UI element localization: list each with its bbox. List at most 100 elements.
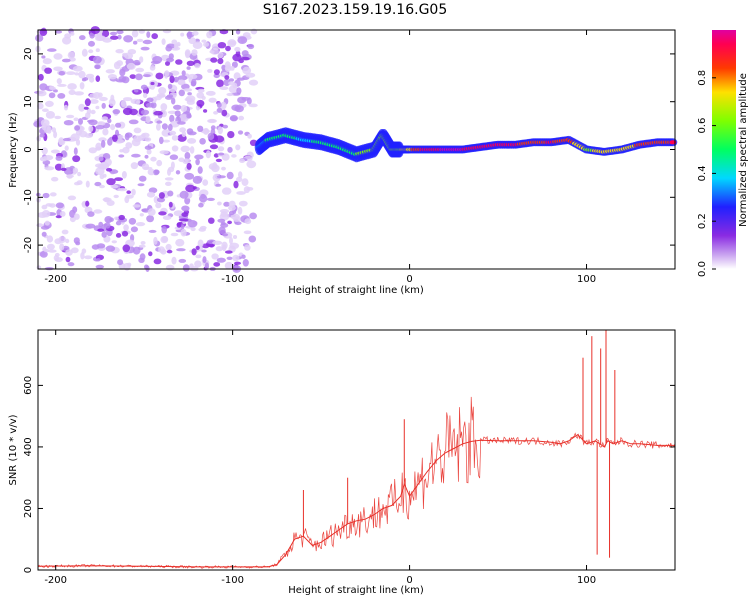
noise-blob — [173, 210, 184, 217]
noise-blob — [161, 38, 166, 45]
noise-blob — [171, 39, 178, 45]
noise-blob — [215, 158, 222, 163]
noise-blob — [84, 133, 93, 139]
noise-blob — [241, 254, 246, 259]
noise-blob — [133, 127, 142, 134]
snr-frame — [37, 329, 676, 571]
noise-blob — [128, 217, 137, 225]
noise-blob — [242, 66, 252, 75]
noise-blob — [47, 48, 57, 52]
noise-blob — [247, 43, 255, 50]
noise-blob — [36, 223, 44, 228]
noise-blob — [115, 122, 122, 128]
noise-blob — [216, 257, 226, 263]
noise-blob — [144, 154, 149, 159]
noise-blob — [205, 150, 211, 159]
noise-blob — [95, 163, 105, 168]
noise-blob — [191, 248, 197, 256]
spectrogram-y-tick-label: 0 — [23, 146, 34, 152]
noise-blob — [79, 35, 86, 41]
noise-blob — [85, 73, 95, 79]
noise-blob — [135, 67, 145, 73]
noise-blob — [135, 73, 143, 81]
noise-blob — [65, 238, 70, 244]
noise-blob — [158, 211, 167, 216]
noise-blob — [146, 31, 151, 38]
noise-blob — [108, 98, 116, 107]
noise-blob — [237, 130, 244, 135]
noise-blob — [73, 147, 78, 155]
noise-blob — [67, 262, 75, 267]
noise-blob — [131, 138, 141, 147]
noise-blob — [110, 94, 115, 102]
noise-blob — [166, 57, 175, 63]
noise-blob — [185, 184, 196, 193]
noise-blob — [167, 123, 173, 132]
noise-blob — [127, 262, 132, 267]
noise-blob — [59, 211, 66, 217]
noise-blob — [178, 258, 187, 263]
noise-blob — [194, 154, 204, 160]
snr-y-ticks: 0 200 400 600 — [23, 376, 675, 573]
noise-blob — [101, 102, 106, 109]
noise-blob — [134, 89, 139, 93]
noise-blob — [182, 158, 191, 165]
noise-blob — [78, 70, 86, 79]
noise-blob — [236, 191, 246, 195]
noise-blob — [222, 124, 228, 129]
noise-blob — [146, 215, 155, 223]
spectrogram-x-tick-label: 0 — [406, 274, 412, 285]
noise-blob — [195, 254, 202, 259]
noise-blob — [42, 108, 49, 112]
noise-blob — [171, 97, 176, 105]
colorbar-tick-label: 0.6 — [697, 118, 708, 134]
noise-blob — [140, 109, 150, 116]
noise-blob — [197, 88, 205, 93]
noise-blob — [43, 125, 51, 134]
colorbar-tick-label: 0.4 — [697, 165, 708, 181]
noise-blob — [164, 70, 170, 77]
noise-blob — [197, 125, 204, 132]
noise-blob — [187, 73, 198, 80]
noise-blob — [231, 154, 237, 158]
noise-blob — [139, 253, 146, 261]
noise-blob — [110, 35, 119, 40]
noise-blob — [213, 262, 221, 267]
noise-blob — [95, 125, 105, 130]
noise-blob — [122, 146, 130, 154]
noise-blob — [175, 170, 181, 175]
noise-blob — [97, 228, 105, 232]
noise-blob — [181, 70, 186, 76]
noise-blob — [99, 174, 105, 180]
spectrogram-y-tick-label: 10 — [23, 95, 34, 108]
noise-blob — [226, 92, 234, 97]
noise-blob — [162, 139, 170, 143]
noise-blob — [48, 249, 57, 253]
noise-blob — [72, 65, 83, 72]
noise-blob — [53, 255, 59, 261]
noise-blob — [126, 62, 136, 70]
noise-blob — [145, 102, 155, 108]
noise-blob — [70, 133, 80, 142]
noise-blob — [203, 109, 208, 113]
noise-blob — [141, 133, 146, 138]
noise-blob — [169, 114, 175, 123]
noise-blob — [63, 120, 74, 126]
noise-blob — [152, 56, 163, 64]
noise-blob — [185, 95, 196, 103]
colorbar-label: Normalized spectral amplitude — [738, 73, 749, 227]
noise-blob — [44, 220, 50, 226]
noise-blob — [244, 218, 252, 225]
noise-blob — [49, 192, 57, 197]
noise-blob — [142, 39, 153, 45]
noise-blob — [195, 158, 200, 166]
noise-blob — [42, 58, 52, 65]
noise-blob — [123, 35, 133, 43]
snr-x-tick-label: -100 — [221, 575, 244, 586]
noise-blob — [126, 190, 131, 194]
noise-blob — [55, 155, 63, 161]
noise-blob — [95, 36, 105, 41]
noise-blob — [95, 258, 101, 262]
noise-blob — [43, 248, 50, 253]
noise-blob — [241, 50, 249, 57]
